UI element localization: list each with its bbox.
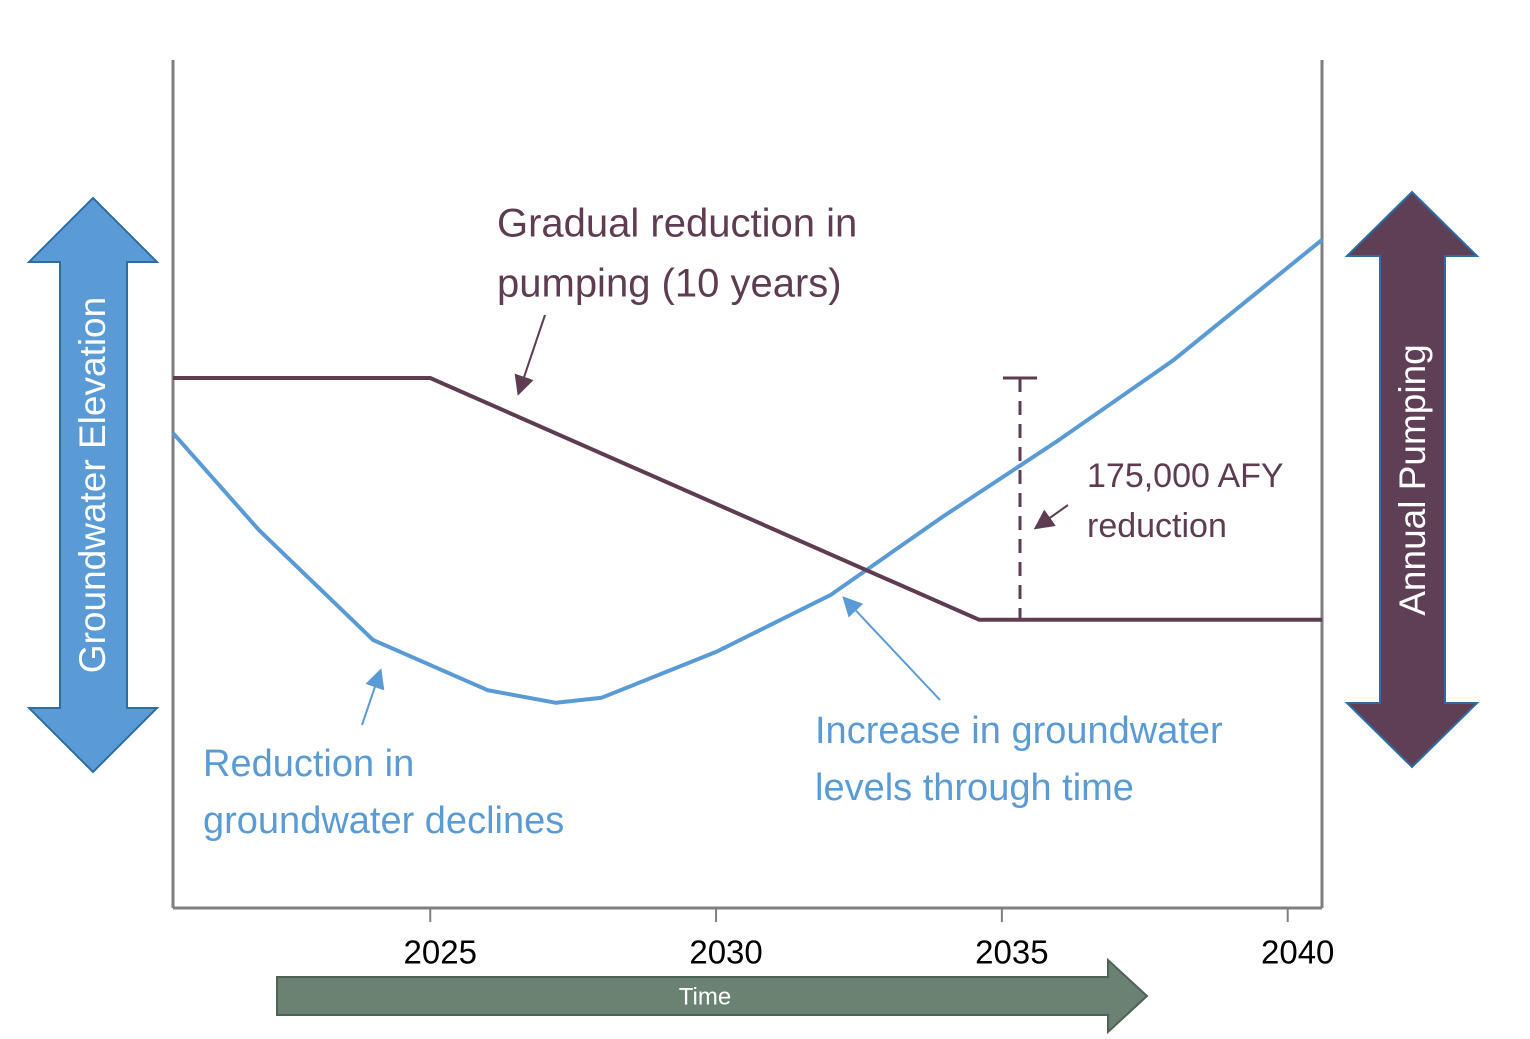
y-axis-label: Groundwater Elevation: [72, 297, 113, 673]
annotation: levels through time: [815, 767, 1134, 809]
annotation: groundwater declines: [203, 800, 564, 842]
y-axis-arrow: [26, 196, 160, 774]
x-axis-arrow: [276, 957, 1149, 1035]
annotation-arrow: [361, 668, 385, 726]
series-line: [173, 376, 1322, 622]
annotation: Increase in groundwater: [815, 710, 1223, 752]
annotation-arrow: [514, 314, 546, 396]
annotation: reduction: [1087, 507, 1227, 545]
annotation: Gradual reduction in: [497, 202, 857, 246]
y2-axis-label: Annual Pumping: [1392, 344, 1433, 616]
x-tick-label: 2035: [975, 934, 1048, 971]
annotation-arrow: [842, 596, 941, 701]
series-line: [171, 238, 1324, 705]
y2-axis-arrow: [1344, 190, 1480, 769]
annotation: 175,000 AFY: [1087, 457, 1284, 495]
annotation-arrow: [1033, 504, 1069, 530]
x-axis-label: Time: [679, 983, 731, 1010]
x-tick-label: 2030: [689, 934, 762, 971]
x-tick-label: 2025: [404, 934, 477, 971]
annotation: Reduction in: [203, 743, 414, 785]
x-tick-label: 2040: [1261, 934, 1334, 971]
annotation: pumping (10 years): [497, 262, 842, 306]
